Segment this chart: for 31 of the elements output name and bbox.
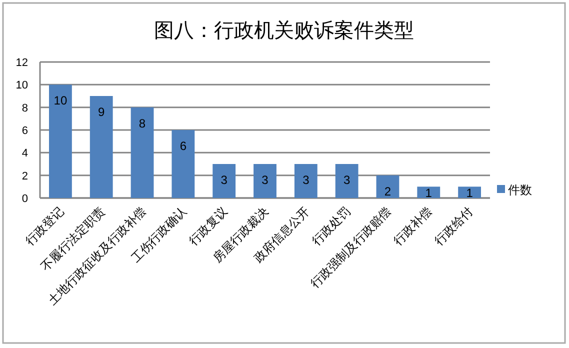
bar <box>254 164 276 198</box>
data-label: 3 <box>343 173 350 187</box>
y-tick-label: 6 <box>22 125 28 137</box>
data-label: 10 <box>54 94 68 108</box>
y-tick-label: 0 <box>22 193 28 205</box>
data-label: 6 <box>180 139 187 153</box>
bar <box>130 107 154 198</box>
bar <box>417 186 440 198</box>
data-label: 1 <box>425 186 432 200</box>
bar <box>335 164 358 198</box>
chart-title: 图八：行政机关败诉案件类型 <box>154 18 414 42</box>
bar <box>294 164 318 198</box>
y-tick-label: 10 <box>16 80 28 92</box>
y-tick-label: 8 <box>22 102 28 114</box>
data-label: 1 <box>466 186 474 200</box>
data-label: 3 <box>220 173 228 187</box>
y-tick-label: 12 <box>16 57 28 69</box>
data-label: 9 <box>98 105 106 119</box>
data-label: 8 <box>138 116 146 130</box>
legend-label: 件数 <box>508 183 532 197</box>
bar <box>212 164 236 198</box>
bar <box>376 175 400 198</box>
bar <box>172 130 195 198</box>
bar <box>458 186 481 198</box>
y-tick-label: 2 <box>22 170 28 182</box>
bar <box>49 84 72 198</box>
data-label: 2 <box>384 184 392 198</box>
bar <box>90 96 113 198</box>
data-label: 3 <box>302 173 310 187</box>
data-label: 3 <box>262 173 269 187</box>
y-tick-label: 4 <box>22 148 28 160</box>
